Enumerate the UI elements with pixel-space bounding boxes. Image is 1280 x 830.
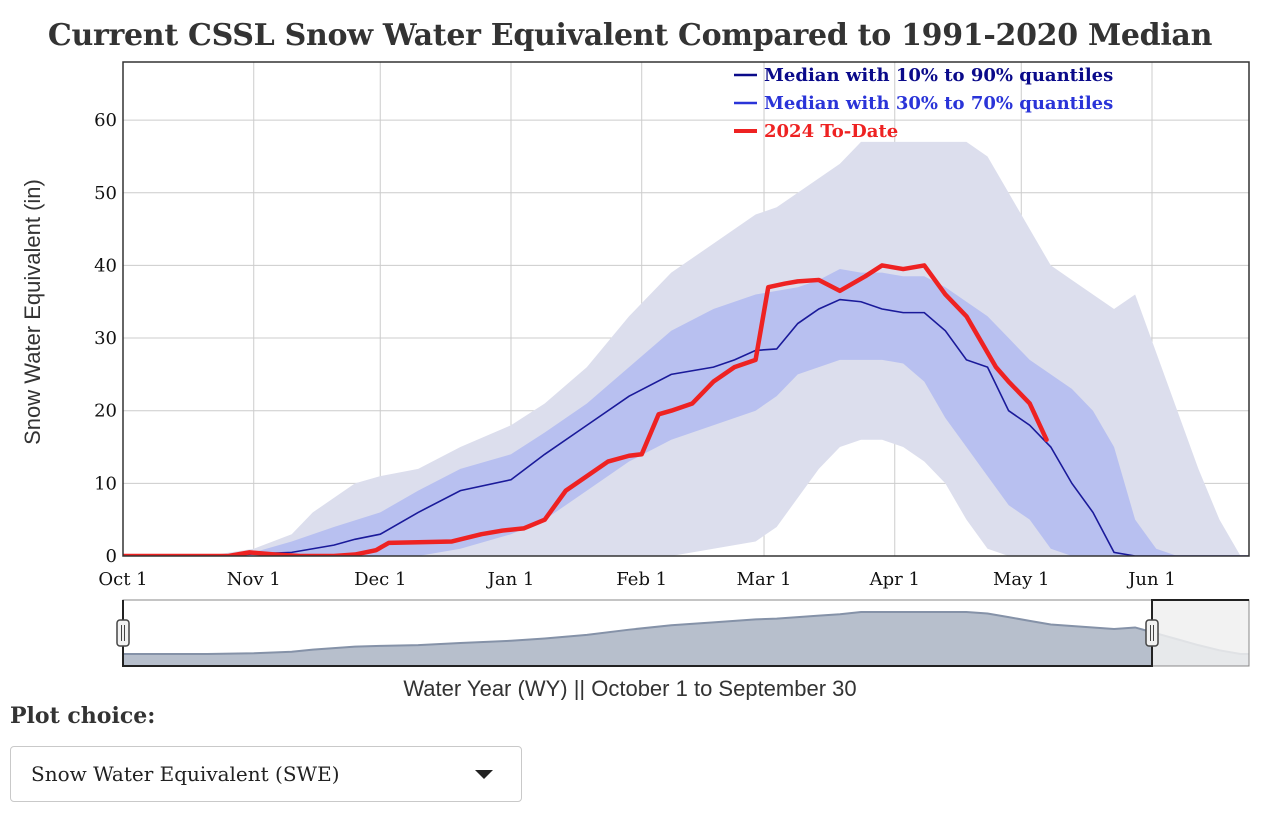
legend-label: Median with 10% to 90% quantiles bbox=[764, 65, 1113, 86]
handle-grip[interactable] bbox=[116, 619, 130, 647]
x-axis-ticks: Oct 1 Nov 1 Dec 1 Jan 1 Feb 1 Mar 1 Apr 1 May 1… bbox=[98, 569, 1175, 590]
range-slider[interactable] bbox=[116, 599, 1250, 667]
x-tick-label: Oct 1 bbox=[98, 569, 147, 590]
y-axis-label: Snow Water Equivalent (in) bbox=[20, 179, 45, 445]
median-line bbox=[123, 298, 1249, 556]
plot-choice-selected-value: Snow Water Equivalent (SWE) bbox=[31, 762, 340, 786]
slider-overview-area bbox=[123, 612, 1249, 666]
series-lines bbox=[123, 263, 1249, 556]
x-tick-label: May 1 bbox=[993, 569, 1050, 590]
y-tick-label: 0 bbox=[106, 546, 117, 567]
x-tick-label: Jan 1 bbox=[486, 569, 535, 590]
legend-item[interactable]: Median with 30% to 70% quantiles bbox=[734, 93, 1113, 114]
legend-item[interactable]: 2024 To-Date bbox=[734, 121, 898, 142]
x-tick-label: Apr 1 bbox=[869, 569, 920, 590]
slider-overview-line bbox=[123, 611, 1249, 655]
legend-label: 2024 To-Date bbox=[764, 121, 898, 142]
plot-frame bbox=[122, 61, 1250, 557]
y-tick-label: 30 bbox=[94, 328, 117, 349]
swe-chart[interactable]: Oct 1 Nov 1 Dec 1 Jan 1 Feb 1 Mar 1 Apr 1 May 1… bbox=[0, 0, 1280, 700]
x-tick-label: Dec 1 bbox=[354, 569, 406, 590]
chevron-down-icon[interactable] bbox=[475, 770, 493, 779]
y-tick-label: 40 bbox=[94, 255, 117, 276]
x-tick-label: Mar 1 bbox=[737, 569, 792, 590]
current-year-line bbox=[123, 263, 1049, 556]
y-tick-label: 10 bbox=[94, 473, 117, 494]
slider-unselected-mask bbox=[1152, 600, 1249, 666]
y-axis-ticks: 0 10 20 30 40 50 60 bbox=[94, 110, 117, 567]
x-axis-label: Water Year (WY) || October 1 to Septembe… bbox=[403, 676, 856, 700]
legend[interactable]: Median with 10% to 90% quantiles Median w… bbox=[734, 65, 1113, 142]
chart-title: Current CSSL Snow Water Equivalent Compa… bbox=[47, 18, 1213, 53]
plot-choice-dropdown[interactable]: Snow Water Equivalent (SWE) bbox=[10, 746, 522, 802]
band-30-70 bbox=[123, 269, 1178, 556]
plot-choice-label: Plot choice: bbox=[10, 703, 156, 729]
y-tick-label: 20 bbox=[94, 401, 117, 422]
handle-grip[interactable] bbox=[1145, 619, 1159, 647]
quantile-bands bbox=[123, 141, 1249, 556]
slider-right-handle[interactable] bbox=[1145, 619, 1159, 647]
y-tick-label: 50 bbox=[94, 183, 117, 204]
slider-left-handle[interactable] bbox=[116, 619, 130, 647]
legend-label: Median with 30% to 70% quantiles bbox=[764, 93, 1113, 114]
y-tick-label: 60 bbox=[94, 110, 117, 131]
x-tick-label: Feb 1 bbox=[616, 569, 667, 590]
x-tick-label: Nov 1 bbox=[227, 569, 281, 590]
x-tick-label: Jun 1 bbox=[1126, 569, 1176, 590]
legend-item[interactable]: Median with 10% to 90% quantiles bbox=[734, 65, 1113, 86]
